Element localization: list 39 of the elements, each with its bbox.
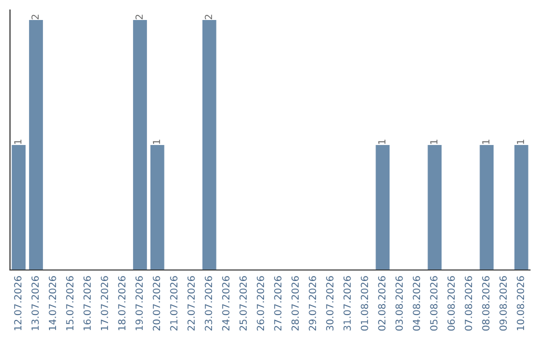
x-tick-label: 14.07.2026 — [48, 276, 56, 330]
x-tick-label: 23.07.2026 — [204, 276, 212, 331]
data-label: 1 — [152, 140, 160, 144]
x-tick-label: 16.07.2026 — [83, 276, 91, 330]
x-tick-label: 13.07.2026 — [31, 276, 39, 330]
x-tick-label: 17.07.2026 — [100, 276, 108, 330]
data-label: 2 — [204, 14, 212, 20]
x-tick-label: 02.08.2026 — [378, 276, 386, 331]
x-tick-label: 10.08.2026 — [516, 276, 524, 330]
x-tick-label: 30.07.2026 — [326, 276, 334, 330]
x-tick-label: 01.08.2026 — [360, 276, 368, 331]
x-tick-label: 07.08.2026 — [464, 276, 472, 331]
x-tick-label: 18.07.2026 — [118, 276, 126, 330]
data-label: 1 — [378, 140, 386, 144]
data-label: 1 — [430, 140, 438, 144]
x-tick-label: 28.07.2026 — [291, 276, 299, 331]
data-label: 2 — [135, 14, 143, 20]
x-tick-label: 25.07.2026 — [239, 276, 247, 331]
x-tick-label: 31.07.2026 — [343, 276, 351, 330]
x-tick-label: 03.08.2026 — [395, 276, 403, 331]
data-label: 1 — [516, 140, 524, 144]
x-tick-label: 04.08.2026 — [412, 276, 420, 331]
data-label: 1 — [14, 140, 22, 144]
x-tick-label: 06.08.2026 — [447, 276, 455, 331]
x-tick-label: 09.08.2026 — [499, 276, 507, 331]
x-tick-label: 26.07.2026 — [256, 276, 264, 331]
x-tick-label: 29.07.2026 — [308, 276, 316, 331]
data-label: 1 — [482, 140, 490, 144]
x-tick-label: 21.07.2026 — [170, 276, 178, 331]
data-label: 2 — [31, 14, 39, 20]
x-tick-label: 27.07.2026 — [274, 276, 282, 331]
x-tick-label: 19.07.2026 — [135, 276, 143, 330]
x-tick-label: 08.08.2026 — [482, 276, 490, 331]
x-tick-label: 05.08.2026 — [430, 276, 438, 331]
x-tick-label: 12.07.2026 — [14, 276, 22, 330]
x-tick-label: 24.07.2026 — [222, 276, 230, 331]
x-tick-label: 15.07.2026 — [66, 276, 74, 330]
x-tick-label: 20.07.2026 — [152, 276, 160, 331]
x-tick-label: 22.07.2026 — [187, 276, 195, 331]
